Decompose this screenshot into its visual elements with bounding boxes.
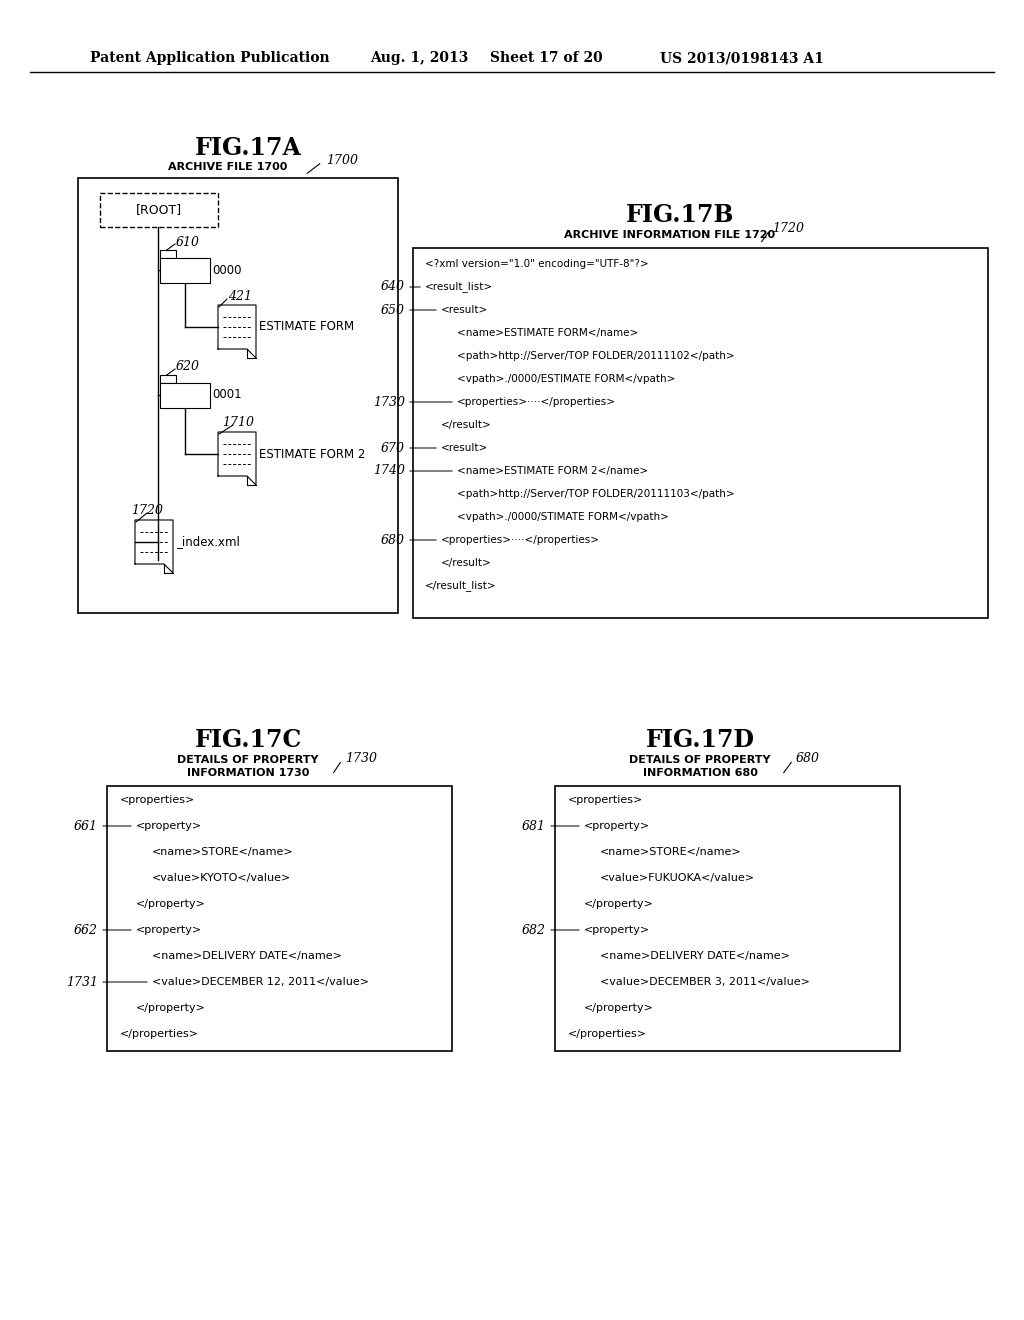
Text: <property>: <property> xyxy=(136,925,202,935)
Text: 1710: 1710 xyxy=(222,417,254,429)
Text: <value>FUKUOKA</value>: <value>FUKUOKA</value> xyxy=(600,873,755,883)
Text: <properties>····</properties>: <properties>····</properties> xyxy=(441,535,600,545)
Text: 680: 680 xyxy=(796,751,820,764)
Text: <property>: <property> xyxy=(584,925,650,935)
Text: 1730: 1730 xyxy=(373,396,406,408)
Bar xyxy=(160,375,176,383)
Text: 610: 610 xyxy=(176,235,200,248)
Text: <name>STORE</name>: <name>STORE</name> xyxy=(152,847,294,857)
Text: 682: 682 xyxy=(522,924,546,936)
Text: 421: 421 xyxy=(228,290,252,304)
Text: <result>: <result> xyxy=(441,444,488,453)
Text: 1700: 1700 xyxy=(326,153,358,166)
Text: 661: 661 xyxy=(74,820,98,833)
Text: <property>: <property> xyxy=(584,821,650,832)
Bar xyxy=(160,249,176,257)
Text: </property>: </property> xyxy=(136,899,206,909)
Text: </properties>: </properties> xyxy=(120,1030,199,1039)
Text: <name>DELIVERY DATE</name>: <name>DELIVERY DATE</name> xyxy=(600,950,790,961)
Text: </property>: </property> xyxy=(584,1003,654,1012)
Bar xyxy=(78,178,398,612)
Bar xyxy=(160,257,210,282)
Text: INFORMATION 1730: INFORMATION 1730 xyxy=(186,768,309,777)
Text: </property>: </property> xyxy=(136,1003,206,1012)
Text: </result>: </result> xyxy=(441,420,492,430)
Text: Aug. 1, 2013: Aug. 1, 2013 xyxy=(370,51,468,65)
Text: <properties>: <properties> xyxy=(120,795,196,805)
Text: FIG.17C: FIG.17C xyxy=(195,729,302,752)
Text: DETAILS OF PROPERTY: DETAILS OF PROPERTY xyxy=(630,755,771,766)
Text: Sheet 17 of 20: Sheet 17 of 20 xyxy=(490,51,603,65)
Text: <result>: <result> xyxy=(441,305,488,315)
Text: <vpath>./0000/STIMATE FORM</vpath>: <vpath>./0000/STIMATE FORM</vpath> xyxy=(457,512,669,521)
Text: Patent Application Publication: Patent Application Publication xyxy=(90,51,330,65)
Text: <name>ESTIMATE FORM 2</name>: <name>ESTIMATE FORM 2</name> xyxy=(457,466,648,477)
Text: ARCHIVE INFORMATION FILE 1720: ARCHIVE INFORMATION FILE 1720 xyxy=(564,230,775,240)
Text: <vpath>./0000/ESTIMATE FORM</vpath>: <vpath>./0000/ESTIMATE FORM</vpath> xyxy=(457,374,676,384)
Text: 680: 680 xyxy=(381,533,406,546)
Text: US 2013/0198143 A1: US 2013/0198143 A1 xyxy=(660,51,824,65)
Text: <name>ESTIMATE FORM</name>: <name>ESTIMATE FORM</name> xyxy=(457,327,638,338)
Text: <value>DECEMBER 3, 2011</value>: <value>DECEMBER 3, 2011</value> xyxy=(600,977,810,987)
Text: ESTIMATE FORM: ESTIMATE FORM xyxy=(259,321,354,334)
Bar xyxy=(100,193,218,227)
Text: <name>STORE</name>: <name>STORE</name> xyxy=(600,847,741,857)
Text: <name>DELIVERY DATE</name>: <name>DELIVERY DATE</name> xyxy=(152,950,342,961)
Text: DETAILS OF PROPERTY: DETAILS OF PROPERTY xyxy=(177,755,318,766)
Text: ARCHIVE FILE 1700: ARCHIVE FILE 1700 xyxy=(168,162,288,172)
Text: 640: 640 xyxy=(381,281,406,293)
Text: 1730: 1730 xyxy=(345,751,377,764)
Text: </properties>: </properties> xyxy=(568,1030,647,1039)
Text: </result>: </result> xyxy=(441,558,492,568)
Text: 0000: 0000 xyxy=(212,264,242,276)
Text: 1720: 1720 xyxy=(772,222,804,235)
Text: </property>: </property> xyxy=(584,899,654,909)
Text: <property>: <property> xyxy=(136,821,202,832)
Text: 650: 650 xyxy=(381,304,406,317)
Text: 620: 620 xyxy=(176,360,200,374)
Text: <value>DECEMBER 12, 2011</value>: <value>DECEMBER 12, 2011</value> xyxy=(152,977,369,987)
Text: 0001: 0001 xyxy=(212,388,242,401)
Text: 662: 662 xyxy=(74,924,98,936)
Text: 681: 681 xyxy=(522,820,546,833)
Text: 670: 670 xyxy=(381,441,406,454)
Text: 1720: 1720 xyxy=(131,504,163,517)
Bar xyxy=(413,248,988,618)
Bar xyxy=(106,785,452,1051)
Text: <properties>: <properties> xyxy=(568,795,643,805)
Text: ESTIMATE FORM 2: ESTIMATE FORM 2 xyxy=(259,447,366,461)
Text: </result_list>: </result_list> xyxy=(425,581,497,591)
Text: FIG.17A: FIG.17A xyxy=(195,136,301,160)
Text: FIG.17D: FIG.17D xyxy=(645,729,755,752)
Text: 1731: 1731 xyxy=(66,975,98,989)
Text: <path>http://Server/TOP FOLDER/20111103</path>: <path>http://Server/TOP FOLDER/20111103<… xyxy=(457,488,734,499)
Text: INFORMATION 680: INFORMATION 680 xyxy=(643,768,758,777)
Text: 1740: 1740 xyxy=(373,465,406,478)
Text: <properties>····</properties>: <properties>····</properties> xyxy=(457,397,616,407)
Bar xyxy=(160,383,210,408)
Text: <?xml version="1.0" encoding="UTF-8"?>: <?xml version="1.0" encoding="UTF-8"?> xyxy=(425,259,648,269)
Text: [ROOT]: [ROOT] xyxy=(136,203,182,216)
Text: FIG.17B: FIG.17B xyxy=(626,203,734,227)
Text: <result_list>: <result_list> xyxy=(425,281,494,293)
Text: _index.xml: _index.xml xyxy=(176,536,240,549)
Text: <value>KYOTO</value>: <value>KYOTO</value> xyxy=(152,873,291,883)
Text: <path>http://Server/TOP FOLDER/20111102</path>: <path>http://Server/TOP FOLDER/20111102<… xyxy=(457,351,734,360)
Bar xyxy=(555,785,900,1051)
